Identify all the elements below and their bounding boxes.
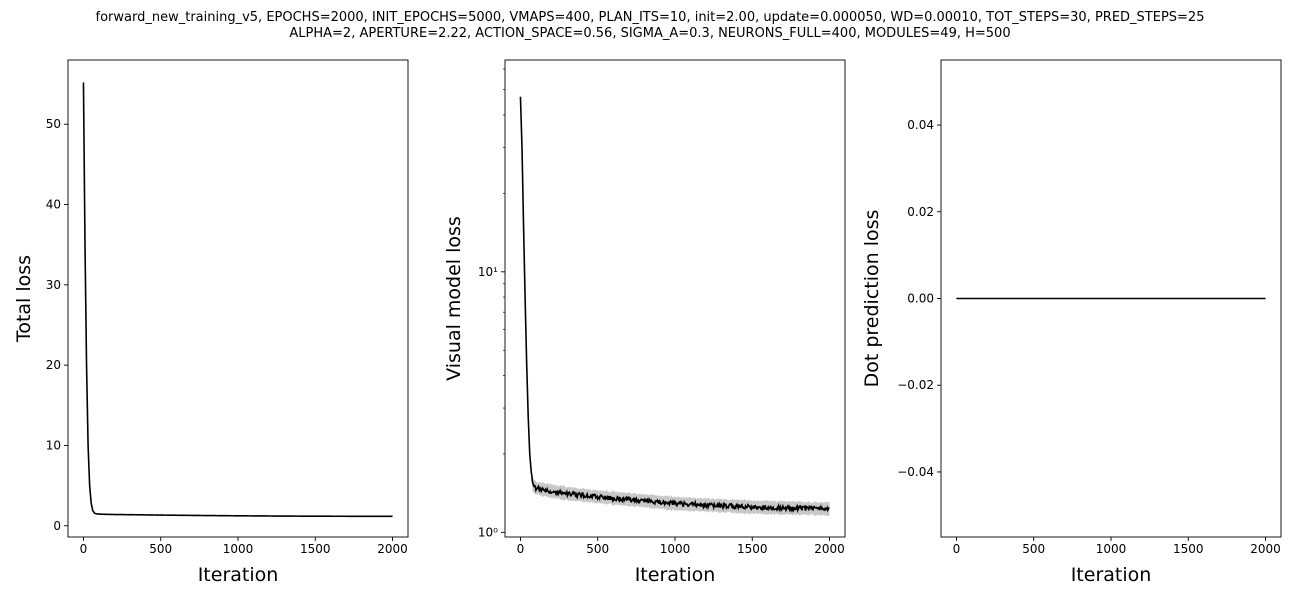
total-loss-ytick-label-2: 20 [46,358,61,372]
total-loss-ylabel: Total loss [13,255,35,343]
dot-prediction-loss-ytick-label-0: −0.04 [897,465,934,479]
panel-dot-prediction-loss: 0 500 1000 1500 2000 −0.04 −0.02 0.00 0.02 0.04 It… [861,59,1282,586]
panel-visual-model-loss: 0 500 1000 1500 2000 10⁰ 10¹ Iteration Visual mo… [443,59,846,586]
visual-model-loss-xtick-label-3: 1500 [737,542,768,556]
total-loss-ytick-label-5: 50 [46,117,61,131]
dot-prediction-loss-ytick-label-2: 0.00 [907,292,934,306]
dot-prediction-loss-ytick-label-4: 0.04 [907,118,934,132]
dot-prediction-loss-xtick-label-4: 2000 [1250,542,1281,556]
dot-prediction-loss-xtick-label-1: 500 [1022,542,1045,556]
total-loss-ytick-label-4: 40 [46,198,61,212]
dot-prediction-loss-xtick-label-3: 1500 [1173,542,1204,556]
visual-model-loss-xtick-label-1: 500 [586,542,609,556]
total-loss-ytick-label-3: 30 [46,278,61,292]
dot-prediction-loss-xtick-label-0: 0 [953,542,961,556]
dot-prediction-loss-ytick-label-1: −0.02 [897,378,934,392]
total-loss-ytick-label-1: 10 [46,438,61,452]
dot-prediction-loss-ylabel: Dot prediction loss [861,210,883,388]
visual-model-loss-series-line [519,96,830,513]
total-loss-xtick-label-1: 500 [149,542,172,556]
figure-title-line-2: ALPHA=2, APERTURE=2.22, ACTION_SPACE=0.5… [289,26,1011,41]
dot-prediction-loss-ytick-label-3: 0.02 [907,205,934,219]
visual-model-loss-xtick-label-0: 0 [517,542,525,556]
visual-model-loss-xtick-label-4: 2000 [814,542,845,556]
figure-title-line-1: forward_new_training_v5, EPOCHS=2000, IN… [95,10,1205,25]
dot-prediction-loss-xlabel: Iteration [1071,564,1152,586]
total-loss-xtick-label-3: 1500 [300,542,331,556]
total-loss-xlabel: Iteration [198,564,279,586]
total-loss-xtick-label-0: 0 [80,542,88,556]
visual-model-loss-ytick-label-0: 10⁰ [478,525,498,539]
total-loss-axes-frame [67,59,409,538]
visual-model-loss-xtick-label-2: 1000 [660,542,691,556]
total-loss-series-line [82,82,393,518]
visual-model-loss-ytick-label-1: 10¹ [478,265,498,279]
visual-model-loss-ylabel: Visual model loss [443,216,465,381]
dot-prediction-loss-xtick-label-2: 1000 [1096,542,1127,556]
total-loss-xtick-label-2: 1000 [223,542,254,556]
visual-model-loss-axes-frame [504,59,846,538]
panel-total-loss: 0 500 1000 1500 2000 0 10 20 30 40 50 Iteration Tota… [13,59,409,586]
visual-model-loss-series-band [520,95,830,517]
total-loss-xtick-label-4: 2000 [377,542,408,556]
visual-model-loss-xlabel: Iteration [635,564,716,586]
total-loss-ytick-label-0: 0 [53,519,61,533]
